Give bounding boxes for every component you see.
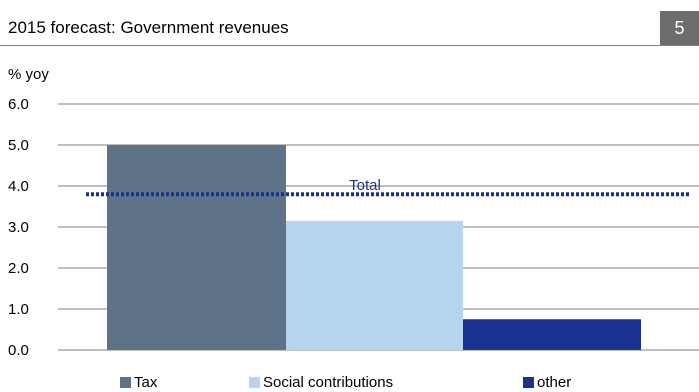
header-divider (0, 45, 699, 46)
y-tick-label: 4.0 (8, 178, 29, 195)
y-tick-label: 0.0 (8, 342, 29, 359)
y-axis-label: % yoy (8, 66, 49, 83)
y-axis-ticks: 0.0 1.0 2.0 3.0 4.0 5.0 6.0 (8, 96, 29, 359)
legend-label-other: other (537, 374, 572, 391)
page-number-badge: 5 (660, 11, 699, 45)
legend-swatch-tax (120, 377, 131, 388)
page-title: 2015 forecast: Government revenues (8, 18, 289, 37)
y-tick-label: 2.0 (8, 260, 29, 277)
y-tick-label: 3.0 (8, 219, 29, 236)
bar-chart: % yoy 0.0 1.0 2.0 3.0 4.0 5.0 6.0 Total (8, 66, 699, 359)
total-line-label: Total (349, 177, 381, 194)
y-tick-label: 1.0 (8, 301, 29, 318)
legend-item-social-contributions: Social contributions (249, 374, 393, 391)
legend-swatch-other (523, 377, 534, 388)
y-tick-label: 6.0 (8, 96, 29, 113)
bar-other (463, 319, 641, 350)
y-tick-label: 5.0 (8, 137, 29, 154)
bars (107, 145, 641, 350)
legend-label-tax: Tax (134, 374, 158, 391)
legend-swatch-social-contributions (249, 377, 260, 388)
chart-legend: Tax Social contributions other (0, 374, 699, 392)
legend-item-other: other (523, 374, 571, 391)
bar-social-contributions (286, 220, 463, 350)
total-reference-line: Total (86, 177, 690, 197)
legend-label-social-contributions: Social contributions (263, 374, 394, 391)
bar-tax (107, 145, 286, 350)
legend-item-tax: Tax (120, 374, 157, 391)
